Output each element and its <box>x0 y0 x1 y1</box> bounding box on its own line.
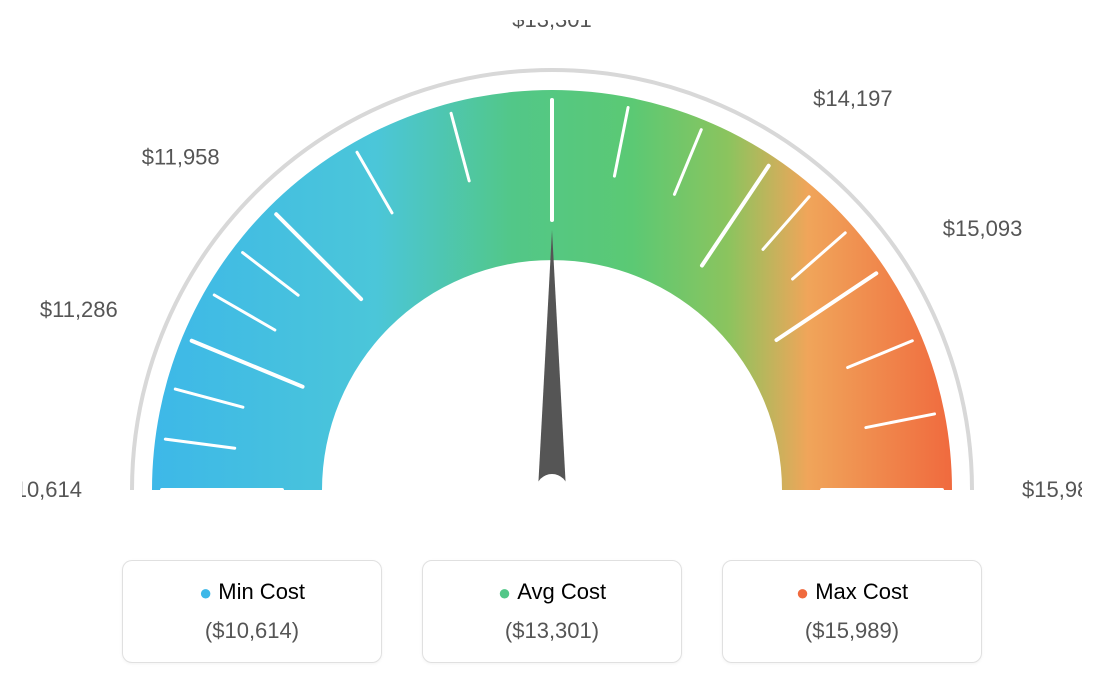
legend-value-max: ($15,989) <box>763 618 941 644</box>
tick-label: $11,958 <box>142 145 220 170</box>
tick-label: $15,093 <box>943 216 1023 241</box>
tick-label: $14,197 <box>813 86 893 111</box>
legend-item-avg: ●Avg Cost ($13,301) <box>422 560 682 663</box>
needle <box>538 230 566 490</box>
tick-label: $13,301 <box>512 20 592 32</box>
legend-item-max: ●Max Cost ($15,989) <box>722 560 982 663</box>
legend-item-min: ●Min Cost ($10,614) <box>122 560 382 663</box>
tick-label: $10,614 <box>22 477 82 502</box>
legend-label-avg: ●Avg Cost <box>463 579 641 606</box>
legend-value-avg: ($13,301) <box>463 618 641 644</box>
dot-icon: ● <box>199 580 212 605</box>
tick-label: $11,286 <box>40 297 118 322</box>
dot-icon: ● <box>498 580 511 605</box>
gauge-svg: $10,614 $11,286 $11,958 $13,301 $14,197 $15,0… <box>22 20 1082 540</box>
legend-label-text: Min Cost <box>218 579 305 604</box>
needle-hub-hole <box>536 474 568 506</box>
dot-icon: ● <box>796 580 809 605</box>
legend-value-min: ($10,614) <box>163 618 341 644</box>
gauge-chart: $10,614 $11,286 $11,958 $13,301 $14,197 $15,0… <box>22 20 1082 540</box>
legend-label-max: ●Max Cost <box>763 579 941 606</box>
tick-label: $15,989 <box>1022 477 1082 502</box>
legend-label-min: ●Min Cost <box>163 579 341 606</box>
legend-label-text: Avg Cost <box>517 579 606 604</box>
legend: ●Min Cost ($10,614) ●Avg Cost ($13,301) … <box>20 560 1084 663</box>
legend-label-text: Max Cost <box>815 579 908 604</box>
